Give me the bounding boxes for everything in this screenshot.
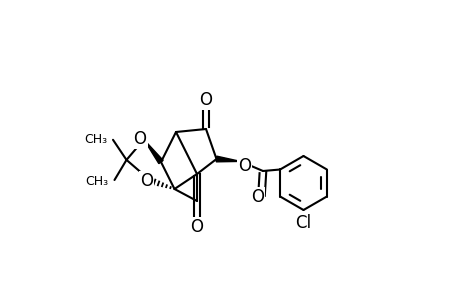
Text: O: O <box>133 130 146 148</box>
Text: O: O <box>251 188 263 206</box>
Polygon shape <box>144 140 163 164</box>
Text: Cl: Cl <box>295 214 311 232</box>
Text: O: O <box>190 218 203 236</box>
Polygon shape <box>216 156 240 162</box>
Text: CH₃: CH₃ <box>85 175 108 188</box>
Text: O: O <box>199 91 212 109</box>
Text: O: O <box>140 172 153 190</box>
Text: CH₃: CH₃ <box>84 133 107 146</box>
Text: O: O <box>237 157 250 175</box>
